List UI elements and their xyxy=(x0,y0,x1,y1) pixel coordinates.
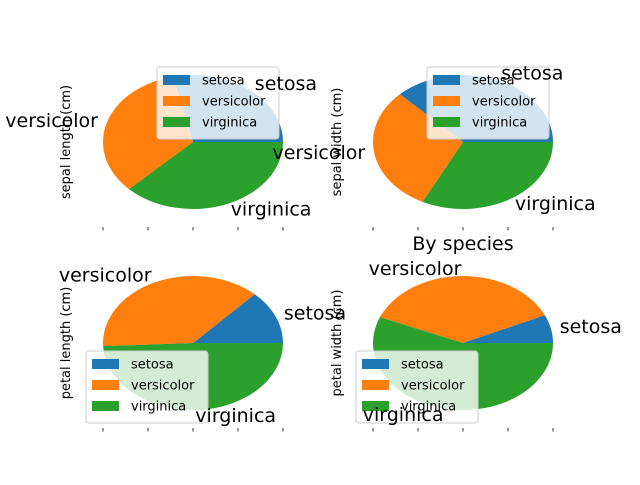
y-axis-label: petal width (cm) xyxy=(330,290,345,397)
pie-slice-label-setosa: setosa xyxy=(284,302,346,324)
legend-swatch-setosa xyxy=(433,75,460,85)
y-axis-label: sepal length (cm) xyxy=(59,85,74,199)
legend-label-virginica: virginica xyxy=(401,400,456,415)
legend-label-setosa: setosa xyxy=(202,74,245,89)
x-axis-ticks xyxy=(372,428,554,432)
pie-slice-setosa xyxy=(463,315,553,343)
legend-swatch-virginica xyxy=(92,401,119,411)
pie-slice-label-virginica: virginica xyxy=(231,199,312,221)
legend-label-virginica: virginica xyxy=(202,116,257,131)
pie-slice-label-versicolor: versicolor xyxy=(59,265,152,287)
x-axis-ticks xyxy=(372,227,554,231)
legend-label-virginica: virginica xyxy=(472,116,527,131)
pie-panel: sepal length (cm)setosaversicolorvirgini… xyxy=(5,66,317,231)
legend-swatch-virginica xyxy=(362,401,389,411)
chart-title: By species xyxy=(412,233,513,255)
legend-label-versicolor: versicolor xyxy=(131,379,195,394)
pie-slice-label-versicolor: versicolor xyxy=(272,142,365,164)
pie-panel: petal length (cm) setosaversicolorvirgini… xyxy=(59,265,346,432)
legend: setosa versicolor virginica xyxy=(156,66,280,140)
pie-panel: petal width (cm) setosa versicolor virginic… xyxy=(330,258,622,432)
y-axis-label: sepal width (cm) xyxy=(330,88,345,197)
legend-swatch-setosa xyxy=(163,75,190,85)
legend: setosa versicolor virginica xyxy=(85,350,209,424)
legend-label-setosa: setosa xyxy=(131,358,174,373)
legend: setosa versicolor virginica xyxy=(426,66,550,140)
pie-slice-label-virginica: virginica xyxy=(515,193,596,215)
legend-label-setosa: setosa xyxy=(401,358,444,373)
legend-label-versicolor: versicolor xyxy=(202,95,266,110)
legend: setosa versicolor virginica xyxy=(355,350,479,424)
pie-slice-label-setosa: setosa xyxy=(255,73,317,95)
x-axis-ticks xyxy=(102,428,284,432)
legend-swatch-versicolor xyxy=(433,96,460,106)
legend-label-virginica: virginica xyxy=(131,400,186,415)
legend-swatch-setosa xyxy=(92,359,119,369)
legend-swatch-virginica xyxy=(433,117,460,127)
pie-slice-setosa xyxy=(193,294,283,343)
pie-slice-versicolor xyxy=(372,94,463,202)
legend-label-versicolor: versicolor xyxy=(401,379,465,394)
pie-slice-label-versicolor: versicolor xyxy=(5,110,98,132)
pie-slice-label-setosa: setosa xyxy=(501,63,563,85)
pie-slice-label-versicolor: versicolor xyxy=(369,258,462,280)
pie-slice-virginica xyxy=(129,142,283,209)
pie-slice-label-virginica: virginica xyxy=(195,405,276,427)
pie-slice-versicolor xyxy=(379,275,545,343)
x-axis-ticks xyxy=(102,227,284,231)
legend-swatch-virginica xyxy=(163,117,190,127)
legend-label-setosa: setosa xyxy=(472,74,515,89)
legend-swatch-setosa xyxy=(362,359,389,369)
pie-slice-label-virginica: virginica xyxy=(363,404,444,426)
pie-slice-versicolor xyxy=(102,275,255,347)
legend-swatch-versicolor xyxy=(163,96,190,106)
pie-slice-label-setosa: setosa xyxy=(560,316,622,338)
pie-panel: sepal width (cm) setosa versicolor virginic… xyxy=(272,63,596,231)
pie-slice-virginica xyxy=(422,142,553,209)
legend-swatch-versicolor xyxy=(92,380,119,390)
y-axis-label: petal length (cm) xyxy=(59,287,74,400)
legend-label-versicolor: versicolor xyxy=(472,95,536,110)
legend-swatch-versicolor xyxy=(362,380,389,390)
